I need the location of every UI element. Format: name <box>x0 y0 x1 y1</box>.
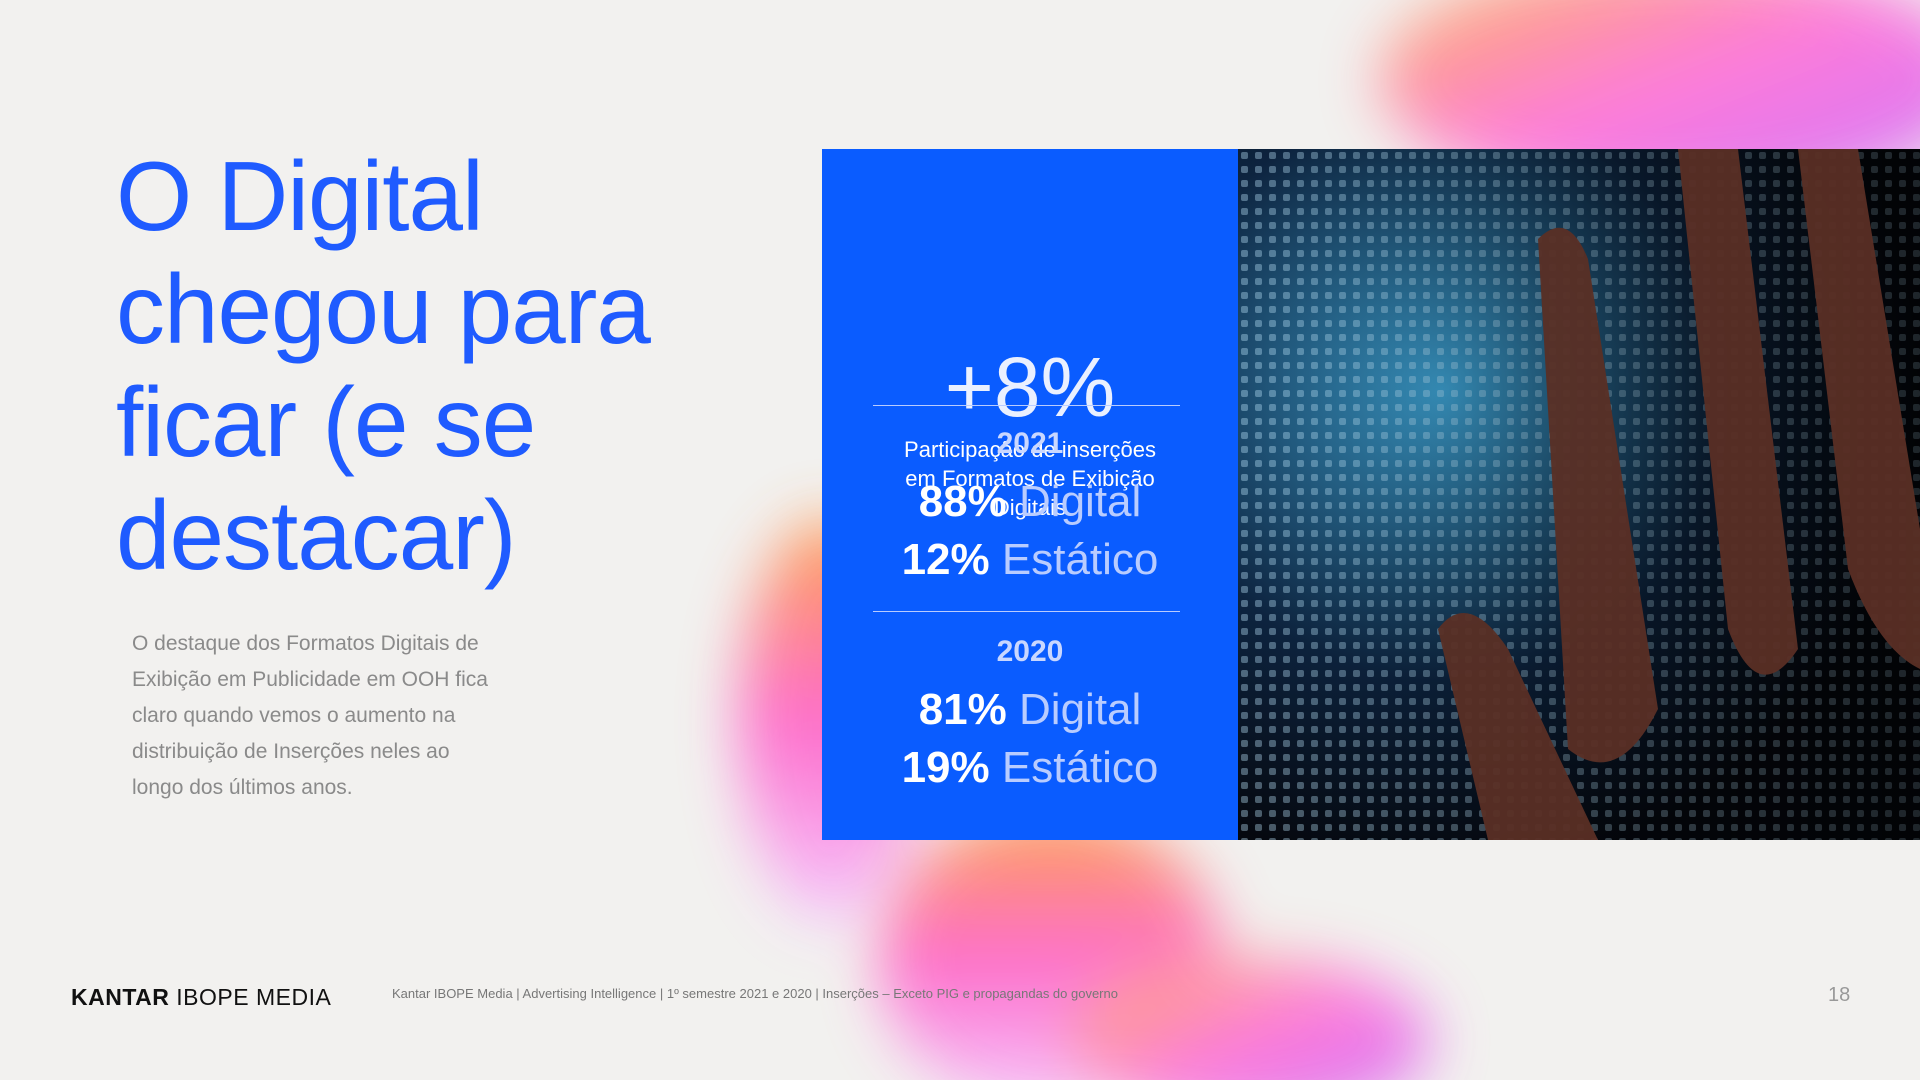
share: 88% <box>918 477 1007 526</box>
highlight-value: +8% <box>944 340 1116 434</box>
slide-title: O Digital chegou para ficar (e se destac… <box>116 140 651 592</box>
led-image <box>1238 149 1920 840</box>
stat-panel: +8% Participação de inserções em Formato… <box>822 149 1238 840</box>
title-line: O Digital <box>116 141 484 251</box>
title-line: chegou para <box>116 254 651 364</box>
brand-bold: KANTAR <box>71 984 170 1010</box>
share-row: 19% Estático <box>822 743 1238 793</box>
year: 2020 <box>996 635 1064 668</box>
format: Estático <box>1001 743 1159 792</box>
share: 81% <box>918 685 1007 734</box>
format: Digital <box>1019 685 1142 734</box>
share-row: 12% Estático <box>822 535 1238 585</box>
page-number: 18 <box>1828 984 1851 1006</box>
source-note: Kantar IBOPE Media | Advertising Intelli… <box>392 986 1118 1001</box>
share-row: 81% Digital <box>822 685 1238 735</box>
brand-logo: KANTAR IBOPE MEDIA <box>71 984 331 1011</box>
body-text: O destaque dos Formatos Digitais de Exib… <box>132 632 488 799</box>
share: 12% <box>901 535 990 584</box>
year: 2021 <box>996 427 1064 460</box>
format: Estático <box>1001 535 1159 584</box>
highlight-caption: Participação de inserções em Formatos de… <box>904 437 1156 520</box>
led-photo <box>1238 149 1920 840</box>
title-line: destacar) <box>116 480 517 590</box>
format: Digital <box>1019 477 1142 526</box>
brand-rest: IBOPE MEDIA <box>176 984 332 1010</box>
share: 19% <box>901 743 990 792</box>
divider <box>873 611 1180 612</box>
title-line: ficar (e se <box>116 367 536 477</box>
divider <box>873 405 1180 406</box>
share-row: 88% Digital <box>822 477 1238 527</box>
